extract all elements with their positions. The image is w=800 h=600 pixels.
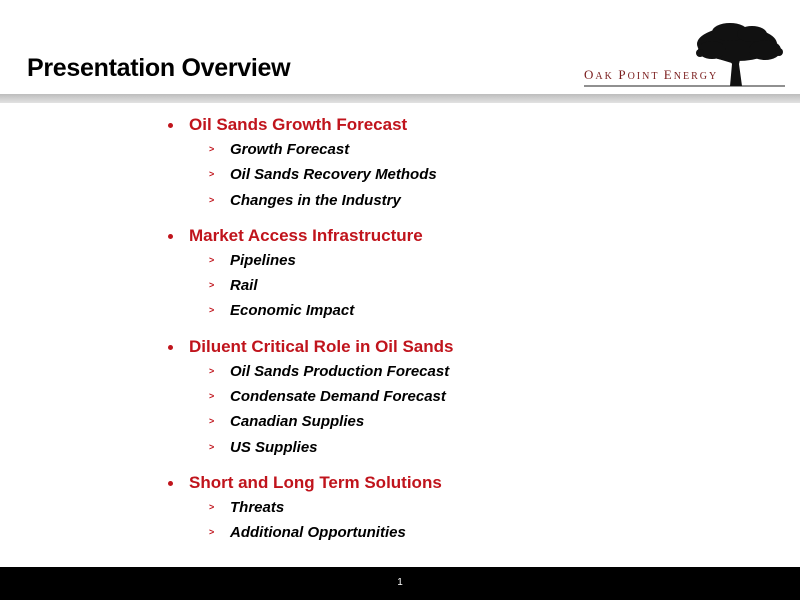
arrow-bullet-icon: > [209, 365, 215, 376]
outline-section: Diluent Critical Role in Oil Sands > Oil … [165, 335, 765, 460]
outline-section: Oil Sands Growth Forecast > Growth Foreca… [165, 113, 765, 213]
arrow-bullet-icon: > [209, 391, 215, 402]
outline-list: Oil Sands Growth Forecast > Growth Foreca… [165, 113, 765, 546]
sub-item: > Growth Forecast [165, 137, 765, 162]
outline-section: Short and Long Term Solutions > Threats >… [165, 471, 765, 546]
section-heading: Oil Sands Growth Forecast [165, 113, 765, 137]
arrow-bullet-icon: > [209, 441, 215, 452]
arrow-bullet-icon: > [209, 194, 215, 205]
sub-item: > Oil Sands Recovery Methods [165, 162, 765, 187]
company-logo: OAK POINT ENERGY [580, 20, 790, 92]
sub-item: > Oil Sands Production Forecast [165, 359, 765, 384]
arrow-bullet-icon: > [209, 501, 215, 512]
arrow-bullet-icon: > [209, 305, 215, 316]
slide-title: Presentation Overview [27, 54, 291, 82]
section-heading: Short and Long Term Solutions [165, 471, 765, 495]
sub-item: > Economic Impact [165, 298, 765, 323]
sub-item: > Condensate Demand Forecast [165, 384, 765, 409]
sub-item: > Canadian Supplies [165, 409, 765, 434]
section-heading: Diluent Critical Role in Oil Sands [165, 335, 765, 359]
slide-footer: 1 [0, 567, 800, 600]
arrow-bullet-icon: > [209, 280, 215, 291]
arrow-bullet-icon: > [209, 527, 215, 538]
arrow-bullet-icon: > [209, 254, 215, 265]
sub-item: > Additional Opportunities [165, 520, 765, 545]
sub-item: > Pipelines [165, 248, 765, 273]
sub-item: > Changes in the Industry [165, 188, 765, 213]
bullet-icon [168, 123, 173, 128]
arrow-bullet-icon: > [209, 416, 215, 427]
sub-item: > Rail [165, 273, 765, 298]
bullet-icon [168, 480, 173, 486]
sub-item: > Threats [165, 495, 765, 520]
bullet-icon [168, 344, 173, 350]
sub-item: > US Supplies [165, 435, 765, 460]
arrow-bullet-icon: > [209, 169, 215, 180]
arrow-bullet-icon: > [209, 144, 215, 154]
bullet-icon [168, 233, 173, 239]
section-heading: Market Access Infrastructure [165, 224, 765, 248]
header-divider [0, 94, 800, 103]
outline-section: Market Access Infrastructure > Pipelines … [165, 224, 765, 324]
logo-text: OAK POINT ENERGY [584, 67, 719, 82]
oak-tree-icon [584, 23, 785, 87]
page-number: 1 [397, 577, 403, 588]
